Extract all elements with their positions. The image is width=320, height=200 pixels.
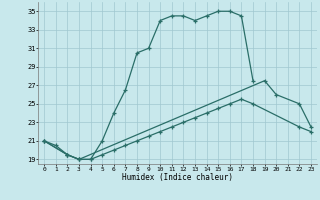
X-axis label: Humidex (Indice chaleur): Humidex (Indice chaleur) bbox=[122, 173, 233, 182]
